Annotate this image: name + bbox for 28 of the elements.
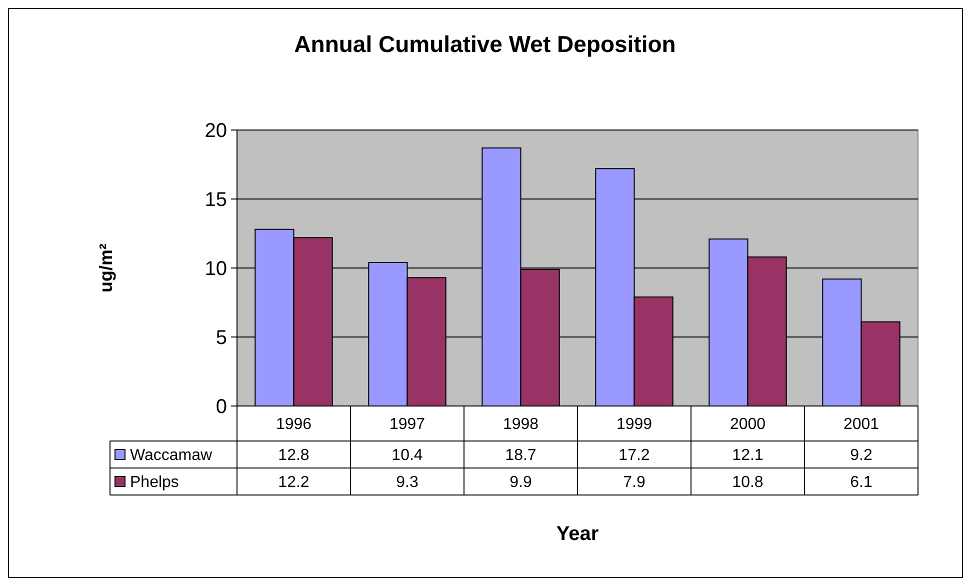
y-tick-label: 0 [216,396,227,418]
x-axis-title: Year [556,523,599,545]
x-tick-label: 1996 [276,416,312,434]
y-tick-label: 10 [204,258,227,280]
y-tick-label: 5 [216,327,227,349]
data-label: 9.3 [396,474,418,492]
chart-title: Annual Cumulative Wet Deposition [294,31,676,57]
legend-label: Waccamaw [130,447,213,464]
data-label: 6.1 [850,474,872,492]
data-label: 10.4 [392,447,423,464]
data-label: 7.9 [623,474,646,492]
data-label: 12.1 [732,447,764,464]
data-label: 12.2 [278,474,310,492]
x-tick-label: 1997 [389,416,426,434]
data-label: 17.2 [618,447,650,464]
data-label: 18.7 [505,447,536,464]
legend-label: Phelps [130,474,179,492]
data-label: 12.8 [278,447,310,464]
x-tick-label: 1999 [616,416,652,434]
y-tick-label: 15 [204,189,227,211]
data-label: 9.2 [850,447,872,464]
x-tick-label: 2000 [730,416,766,434]
x-tick-label: 2001 [843,416,880,434]
data-label: 10.8 [732,474,764,492]
y-axis-title: ug/m² [96,244,116,292]
data-label: 9.9 [510,474,532,492]
x-tick-label: 1998 [502,416,539,434]
y-tick-label: 20 [204,120,227,142]
